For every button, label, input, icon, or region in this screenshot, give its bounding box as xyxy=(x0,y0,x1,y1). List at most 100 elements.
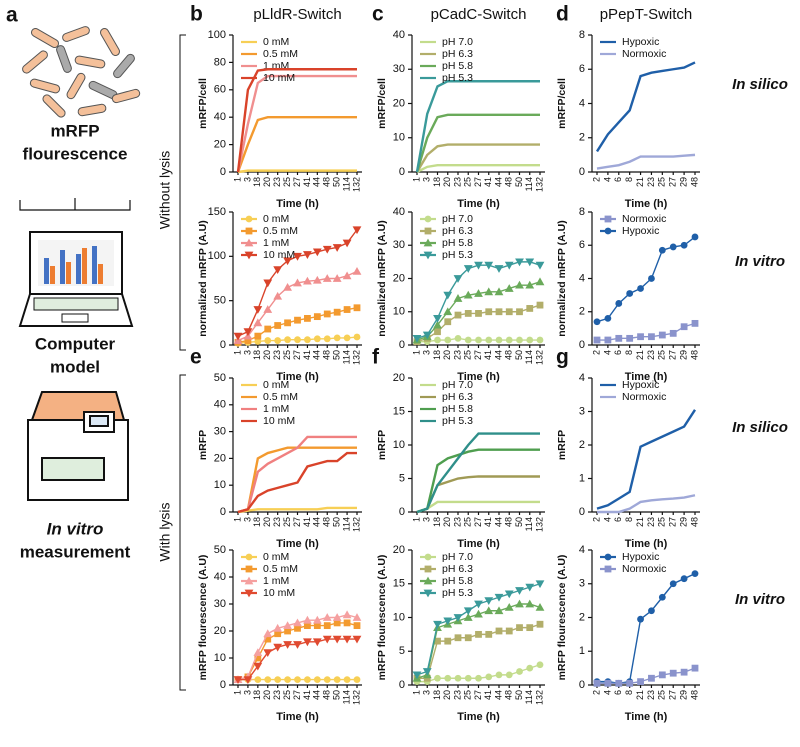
x-tick-label: 25 xyxy=(463,177,473,187)
x-tick-label: 132 xyxy=(351,350,361,365)
y-axis-label: mRFP flourescence (A.U) xyxy=(197,555,209,681)
series-line xyxy=(416,163,540,174)
y-tick-label: 20 xyxy=(393,372,405,384)
series-line xyxy=(236,68,357,173)
series-line xyxy=(237,506,357,514)
marker xyxy=(313,622,321,629)
marker xyxy=(293,278,302,287)
marker xyxy=(313,335,321,343)
x-tick-label: 114 xyxy=(524,350,534,364)
x-tick-label: 29 xyxy=(678,517,688,527)
x-tick-label: 2 xyxy=(591,517,601,522)
marker xyxy=(485,673,493,681)
x-tick-label: 1 xyxy=(411,517,421,522)
marker xyxy=(312,615,322,624)
x-tick-label: 8 xyxy=(624,177,634,182)
legend-label: pH 7.0 xyxy=(442,379,473,391)
x-tick-label: 27 xyxy=(473,177,483,187)
x-tick-label: 132 xyxy=(351,517,361,532)
marker xyxy=(294,316,301,324)
marker xyxy=(353,333,361,341)
marker xyxy=(284,336,291,344)
y-tick-label: 10 xyxy=(214,479,226,491)
y-tick-label: 15 xyxy=(393,578,405,590)
legend-marker xyxy=(423,576,433,585)
x-tick-label: 48 xyxy=(689,350,699,360)
x-axis-label: Time (h) xyxy=(276,538,319,550)
legend-marker xyxy=(424,215,432,223)
legend-label: 0.5 mM xyxy=(263,563,298,575)
y-tick-label: 40 xyxy=(214,111,226,123)
marker xyxy=(626,334,634,342)
x-tick-label: 44 xyxy=(312,690,322,700)
y-tick-label: 1 xyxy=(579,645,585,657)
caption: model xyxy=(50,357,100,376)
x-tick-label: 48 xyxy=(322,177,332,187)
x-tick-label: 23 xyxy=(272,690,282,700)
x-tick-label: 27 xyxy=(668,350,678,360)
x-tick-label: 27 xyxy=(473,690,483,700)
marker xyxy=(323,676,331,683)
legend-marker xyxy=(424,227,432,235)
marker xyxy=(284,627,291,635)
marker xyxy=(669,329,677,337)
marker xyxy=(274,630,282,638)
marker xyxy=(648,275,655,282)
row-label: With lysis xyxy=(157,502,173,561)
marker xyxy=(535,261,545,270)
legend-marker xyxy=(244,238,254,247)
x-tick-label: 20 xyxy=(442,690,452,700)
x-axis-label: Time (h) xyxy=(457,711,500,723)
y-tick-label: 6 xyxy=(579,239,585,251)
marker xyxy=(342,610,352,619)
laptop-icon xyxy=(18,231,134,327)
x-tick-label: 21 xyxy=(635,350,645,360)
marker xyxy=(304,676,311,683)
x-tick-label: 114 xyxy=(341,177,351,191)
marker xyxy=(304,315,311,322)
y-tick-label: 2 xyxy=(579,439,585,451)
x-tick-label: 1 xyxy=(411,177,421,182)
marker xyxy=(463,290,473,299)
marker xyxy=(353,304,361,312)
marker xyxy=(454,311,462,319)
x-tick-label: 25 xyxy=(657,177,667,187)
marker xyxy=(353,676,361,683)
x-tick-label: 44 xyxy=(493,350,503,360)
panel-letter: f xyxy=(372,346,380,369)
marker xyxy=(332,244,342,252)
caption: flourescence xyxy=(23,144,128,163)
marker xyxy=(637,333,644,341)
marker xyxy=(274,322,282,329)
legend-marker xyxy=(604,565,612,573)
marker xyxy=(505,336,513,344)
marker xyxy=(254,338,262,345)
marker xyxy=(505,671,513,679)
annotation: In silico xyxy=(732,419,788,436)
x-tick-label: 1 xyxy=(232,350,242,355)
x-tick-label: 27 xyxy=(292,690,302,700)
marker xyxy=(322,245,332,254)
x-tick-label: 132 xyxy=(534,690,544,705)
y-axis-label: mRFP xyxy=(376,430,388,460)
x-tick-label: 48 xyxy=(689,690,699,700)
legend-marker xyxy=(244,589,254,598)
marker xyxy=(263,629,273,638)
marker xyxy=(615,300,623,307)
marker xyxy=(294,336,301,344)
legend-marker xyxy=(424,553,432,561)
y-tick-label: 2 xyxy=(579,611,585,623)
marker xyxy=(658,331,666,339)
x-tick-label: 23 xyxy=(272,517,282,527)
marker xyxy=(515,258,524,267)
marker xyxy=(526,336,534,344)
marker xyxy=(443,291,453,300)
marker xyxy=(273,291,283,300)
x-tick-label: 4 xyxy=(602,350,612,355)
marker xyxy=(253,648,263,656)
marker xyxy=(444,674,452,682)
legend-label: 10 mM xyxy=(263,587,295,599)
x-axis-label: Time (h) xyxy=(625,198,668,210)
marker xyxy=(263,305,273,313)
x-tick-label: 132 xyxy=(534,517,544,532)
